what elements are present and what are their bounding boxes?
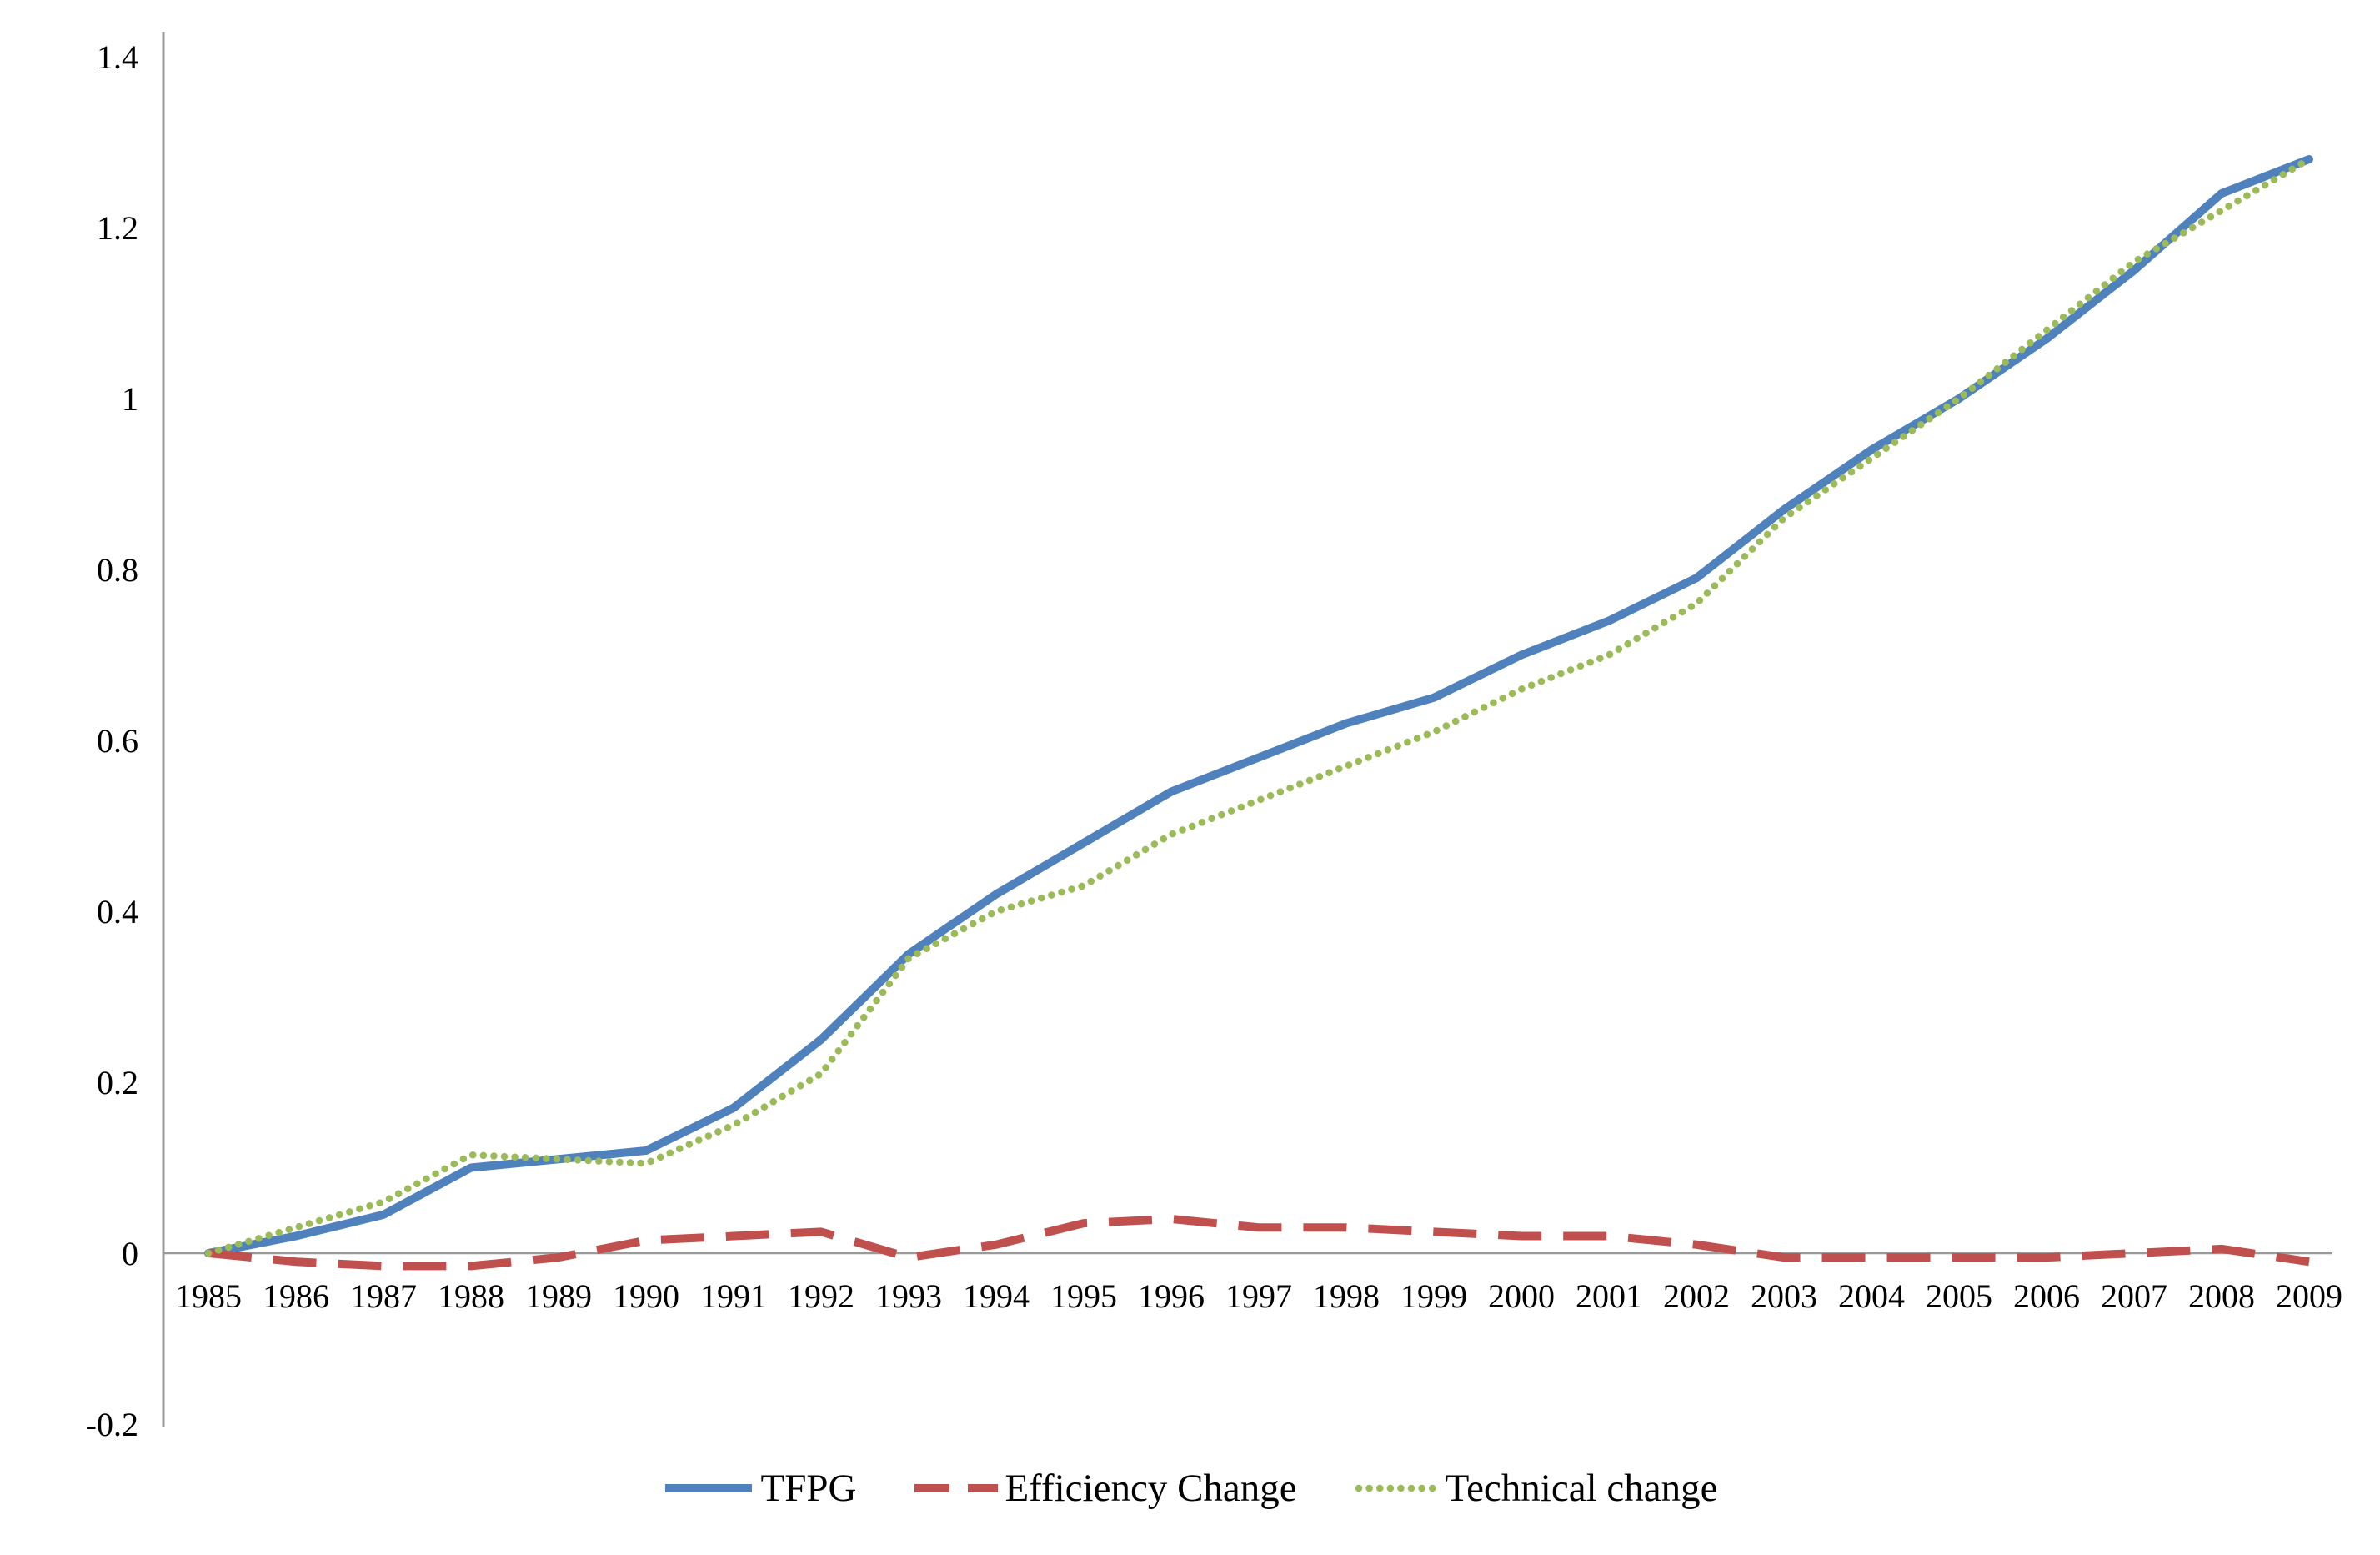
x-tick-label: 2003 bbox=[1751, 1277, 1817, 1315]
x-tick-label: 2005 bbox=[1926, 1277, 1992, 1315]
efficiency-change-line-swatch-icon bbox=[914, 1484, 999, 1492]
x-tick-label: 2000 bbox=[1488, 1277, 1555, 1315]
x-tick-label: 2006 bbox=[2013, 1277, 2080, 1315]
technical-change-line-swatch-icon bbox=[1355, 1484, 1439, 1492]
x-tick-label: 1985 bbox=[175, 1277, 242, 1315]
x-tick-label: 2004 bbox=[1838, 1277, 1905, 1315]
x-tick-label: 2007 bbox=[2101, 1277, 2167, 1315]
tfpg-line-swatch-icon bbox=[664, 1484, 752, 1492]
y-tick-label: 1.2 bbox=[97, 209, 138, 247]
x-tick-label: 2001 bbox=[1576, 1277, 1642, 1315]
x-axis-tick-labels: 1985 1986 1987 1988 1989 1990 1991 1992 1993 1994… bbox=[175, 1277, 2342, 1315]
chart-legend: TFPG Efficiency Change Technical change bbox=[0, 1466, 2380, 1511]
y-tick-label: 0.2 bbox=[97, 1064, 138, 1101]
y-tick-label: 1.4 bbox=[97, 38, 138, 76]
y-tick-label: 0 bbox=[122, 1235, 138, 1272]
y-tick-label: 0.6 bbox=[97, 722, 138, 760]
y-axis-tick-labels: 1.4 1.2 1 0.8 0.6 0.4 0.2 0 -0.2 bbox=[86, 38, 138, 1443]
x-tick-label: 1989 bbox=[525, 1277, 592, 1315]
y-tick-label: -0.2 bbox=[86, 1406, 138, 1443]
tfpg-line bbox=[204, 155, 2313, 1257]
x-tick-label: 2002 bbox=[1663, 1277, 1730, 1315]
x-tick-label: 1992 bbox=[788, 1277, 854, 1315]
x-tick-label: 1993 bbox=[875, 1277, 942, 1315]
x-tick-label: 1997 bbox=[1225, 1277, 1292, 1315]
x-tick-label: 1994 bbox=[963, 1277, 1030, 1315]
x-tick-label: 1999 bbox=[1400, 1277, 1467, 1315]
x-tick-label: 2009 bbox=[2276, 1277, 2342, 1315]
y-tick-label: 0.8 bbox=[97, 551, 138, 589]
x-tick-label: 2008 bbox=[2188, 1277, 2255, 1315]
legend-label-technical-change: Technical change bbox=[1445, 1467, 1718, 1510]
y-tick-label: 0.4 bbox=[97, 893, 138, 930]
x-tick-label: 1988 bbox=[438, 1277, 504, 1315]
legend-label-tfpg: TFPG bbox=[760, 1467, 857, 1510]
x-tick-label: 1991 bbox=[700, 1277, 767, 1315]
x-tick-label: 1995 bbox=[1050, 1277, 1117, 1315]
legend-label-efficiency-change: Efficiency Change bbox=[1005, 1467, 1297, 1510]
x-tick-label: 1986 bbox=[263, 1277, 329, 1315]
technical-change-line bbox=[204, 155, 2313, 1257]
x-tick-label: 1996 bbox=[1138, 1277, 1205, 1315]
x-tick-label: 1990 bbox=[613, 1277, 679, 1315]
efficiency-change-line bbox=[208, 1215, 2310, 1271]
legend-item-efficiency-change: Efficiency Change bbox=[914, 1466, 1297, 1511]
y-tick-label: 1 bbox=[122, 380, 138, 418]
x-tick-label: 1987 bbox=[350, 1277, 417, 1315]
legend-item-technical-change: Technical change bbox=[1355, 1466, 1718, 1511]
x-tick-label: 1998 bbox=[1313, 1277, 1380, 1315]
legend-item-tfpg: TFPG bbox=[663, 1466, 857, 1511]
